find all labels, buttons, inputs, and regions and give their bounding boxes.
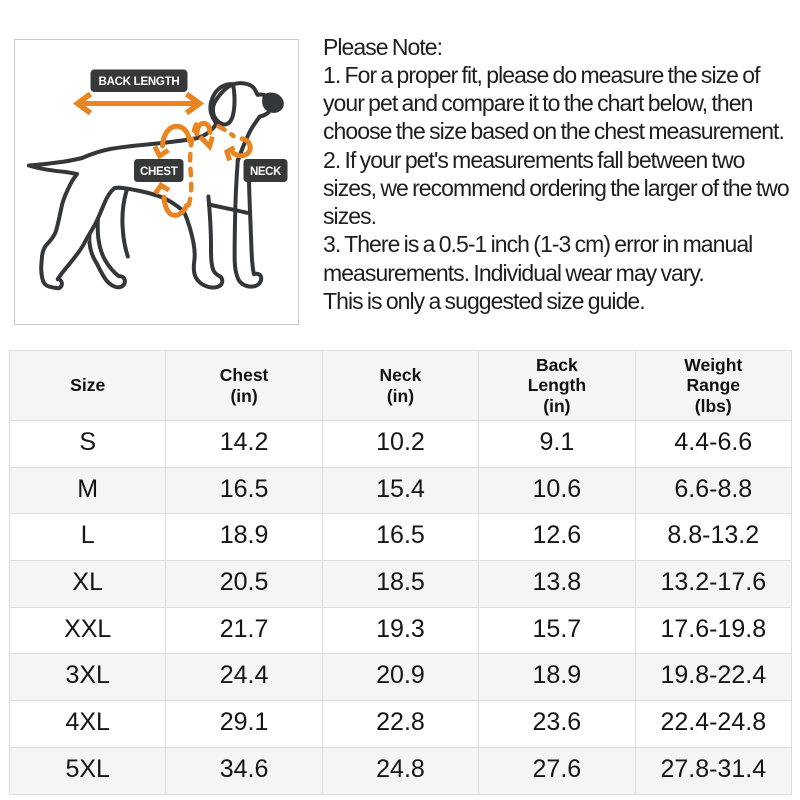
svg-text:BACK LENGTH: BACK LENGTH xyxy=(99,76,180,88)
svg-text:CHEST: CHEST xyxy=(140,166,178,178)
svg-text:NECK: NECK xyxy=(250,166,282,178)
